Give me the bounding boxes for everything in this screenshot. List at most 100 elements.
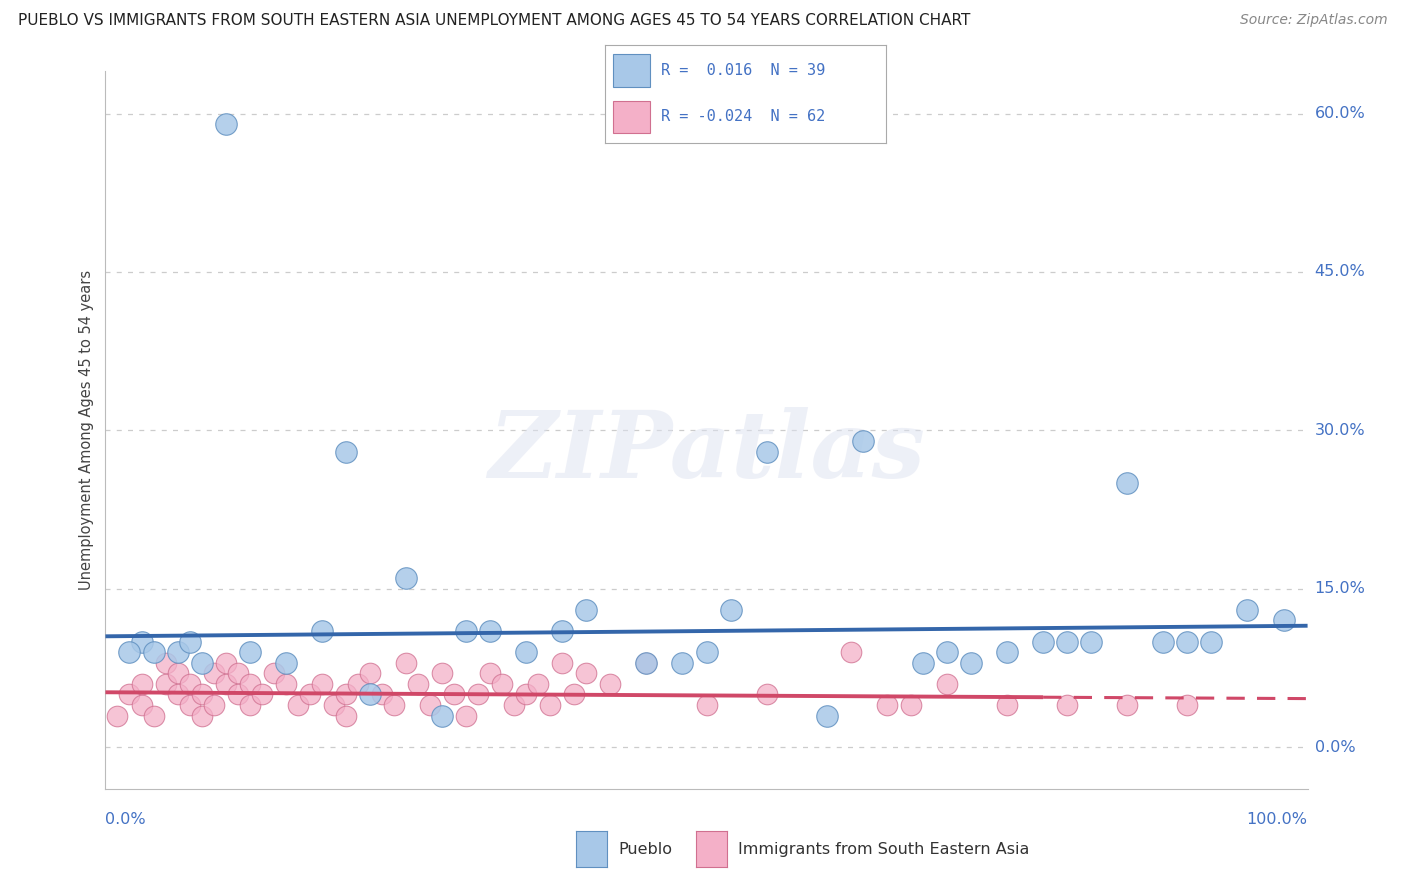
Point — [239, 677, 262, 691]
Point — [214, 677, 236, 691]
Point — [406, 677, 429, 691]
Point — [911, 656, 934, 670]
Point — [936, 645, 959, 659]
Point — [107, 708, 129, 723]
Text: Pueblo: Pueblo — [619, 842, 672, 856]
Text: PUEBLO VS IMMIGRANTS FROM SOUTH EASTERN ASIA UNEMPLOYMENT AMONG AGES 45 TO 54 YE: PUEBLO VS IMMIGRANTS FROM SOUTH EASTERN … — [18, 13, 970, 29]
Point — [1056, 698, 1078, 712]
Text: 0.0%: 0.0% — [105, 812, 146, 827]
Text: 0.0%: 0.0% — [1315, 739, 1355, 755]
Point — [1056, 634, 1078, 648]
Point — [491, 677, 513, 691]
Point — [1152, 634, 1174, 648]
Point — [202, 666, 225, 681]
Point — [720, 603, 742, 617]
Point — [131, 634, 153, 648]
Point — [263, 666, 285, 681]
Point — [671, 656, 693, 670]
Point — [214, 117, 236, 131]
Text: Immigrants from South Eastern Asia: Immigrants from South Eastern Asia — [738, 842, 1029, 856]
Point — [142, 708, 165, 723]
Point — [599, 677, 621, 691]
Point — [960, 656, 983, 670]
Point — [274, 677, 297, 691]
Point — [311, 677, 333, 691]
Point — [755, 687, 778, 701]
Point — [479, 666, 502, 681]
Point — [155, 677, 177, 691]
Point — [155, 656, 177, 670]
Point — [936, 677, 959, 691]
Point — [166, 645, 188, 659]
Point — [1175, 698, 1198, 712]
Point — [467, 687, 489, 701]
Text: R = -0.024  N = 62: R = -0.024 N = 62 — [661, 109, 825, 124]
Point — [551, 624, 574, 638]
Point — [636, 656, 658, 670]
Text: 45.0%: 45.0% — [1315, 265, 1365, 279]
Point — [430, 708, 453, 723]
Point — [287, 698, 309, 712]
Text: ZIPatlas: ZIPatlas — [488, 407, 925, 497]
Point — [1116, 476, 1139, 491]
Point — [839, 645, 862, 659]
Point — [430, 666, 453, 681]
Text: R =  0.016  N = 39: R = 0.016 N = 39 — [661, 62, 825, 78]
Point — [1201, 634, 1223, 648]
Point — [876, 698, 898, 712]
Point — [527, 677, 550, 691]
Point — [142, 645, 165, 659]
Point — [166, 687, 188, 701]
Point — [118, 687, 141, 701]
Point — [335, 708, 357, 723]
Point — [575, 666, 598, 681]
Point — [190, 656, 212, 670]
Point — [311, 624, 333, 638]
Point — [335, 444, 357, 458]
Point — [696, 698, 718, 712]
Point — [995, 645, 1018, 659]
Point — [347, 677, 370, 691]
Point — [239, 698, 262, 712]
Point — [179, 698, 201, 712]
Point — [190, 687, 212, 701]
Text: 100.0%: 100.0% — [1247, 812, 1308, 827]
Point — [515, 645, 537, 659]
Point — [298, 687, 321, 701]
Point — [179, 634, 201, 648]
Point — [395, 571, 418, 585]
Point — [995, 698, 1018, 712]
Point — [419, 698, 441, 712]
Point — [202, 698, 225, 712]
Point — [1080, 634, 1102, 648]
Bar — [613, 101, 650, 133]
Text: Source: ZipAtlas.com: Source: ZipAtlas.com — [1240, 13, 1388, 28]
Point — [900, 698, 922, 712]
Point — [479, 624, 502, 638]
Point — [239, 645, 262, 659]
Point — [335, 687, 357, 701]
Point — [250, 687, 273, 701]
Point — [131, 677, 153, 691]
Point — [1032, 634, 1054, 648]
Point — [118, 645, 141, 659]
Point — [1236, 603, 1258, 617]
Point — [852, 434, 875, 448]
Point — [755, 444, 778, 458]
Point — [359, 666, 381, 681]
Text: 60.0%: 60.0% — [1315, 106, 1365, 121]
Point — [214, 656, 236, 670]
Y-axis label: Unemployment Among Ages 45 to 54 years: Unemployment Among Ages 45 to 54 years — [79, 270, 94, 591]
Point — [636, 656, 658, 670]
Point — [503, 698, 526, 712]
Text: 30.0%: 30.0% — [1315, 423, 1365, 438]
Point — [382, 698, 405, 712]
Point — [562, 687, 585, 701]
Point — [575, 603, 598, 617]
Point — [1116, 698, 1139, 712]
Point — [454, 708, 477, 723]
Point — [371, 687, 394, 701]
Point — [179, 677, 201, 691]
Point — [1272, 614, 1295, 628]
Point — [515, 687, 537, 701]
